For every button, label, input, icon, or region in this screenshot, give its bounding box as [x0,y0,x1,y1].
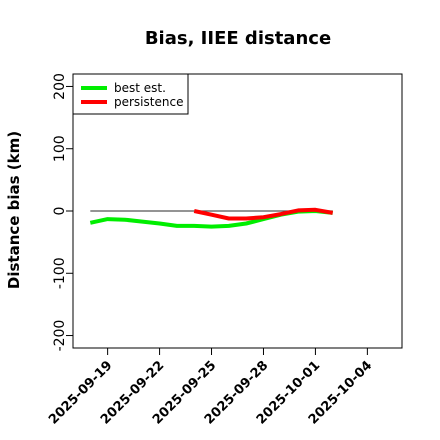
y-tick-label: 0 [52,207,68,216]
series-line-persistence [193,207,334,221]
x-axis: 2025-09-192025-09-222025-09-252025-09-28… [46,348,375,428]
chart-title: Bias, IIEE distance [145,28,331,49]
y-tick-label: 100 [52,135,68,162]
y-tick-label: 200 [52,73,68,100]
y-tick-label: -100 [52,257,68,289]
y-axis: 200 100 0 -100 -200 [52,73,73,351]
y-tick-label: -200 [52,320,68,352]
legend-box [72,73,189,115]
legend-entry: persistence [114,95,183,109]
legend-entry: best est. [114,81,166,95]
y-axis-label: Distance bias (km) [5,131,23,289]
legend: best est.persistence [72,73,189,115]
series-lines [89,207,334,229]
